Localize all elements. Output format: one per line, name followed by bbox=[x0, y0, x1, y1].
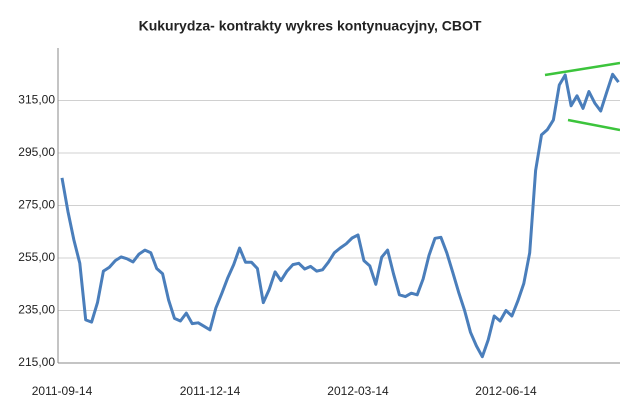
y-tick-label: 315,00 bbox=[18, 93, 55, 107]
y-tick-label: 235,00 bbox=[18, 303, 55, 317]
y-tick-label: 255,00 bbox=[18, 250, 55, 264]
x-tick-label: 2012-06-14 bbox=[475, 384, 537, 398]
x-tick-label: 2011-09-14 bbox=[32, 384, 93, 398]
trend-line-upper bbox=[544, 61, 620, 77]
chart-title: Kukurydza- kontrakty wykres kontynuacyjn… bbox=[139, 18, 482, 34]
x-tick-label: 2011-12-14 bbox=[180, 384, 241, 398]
data-line bbox=[60, 72, 620, 359]
y-tick-label: 295,00 bbox=[18, 145, 55, 159]
x-tick-label: 2012-03-14 bbox=[327, 384, 389, 398]
trend-line-lower bbox=[567, 118, 620, 132]
y-tick-label: 275,00 bbox=[18, 198, 55, 212]
y-tick-label: 215,00 bbox=[18, 355, 55, 369]
